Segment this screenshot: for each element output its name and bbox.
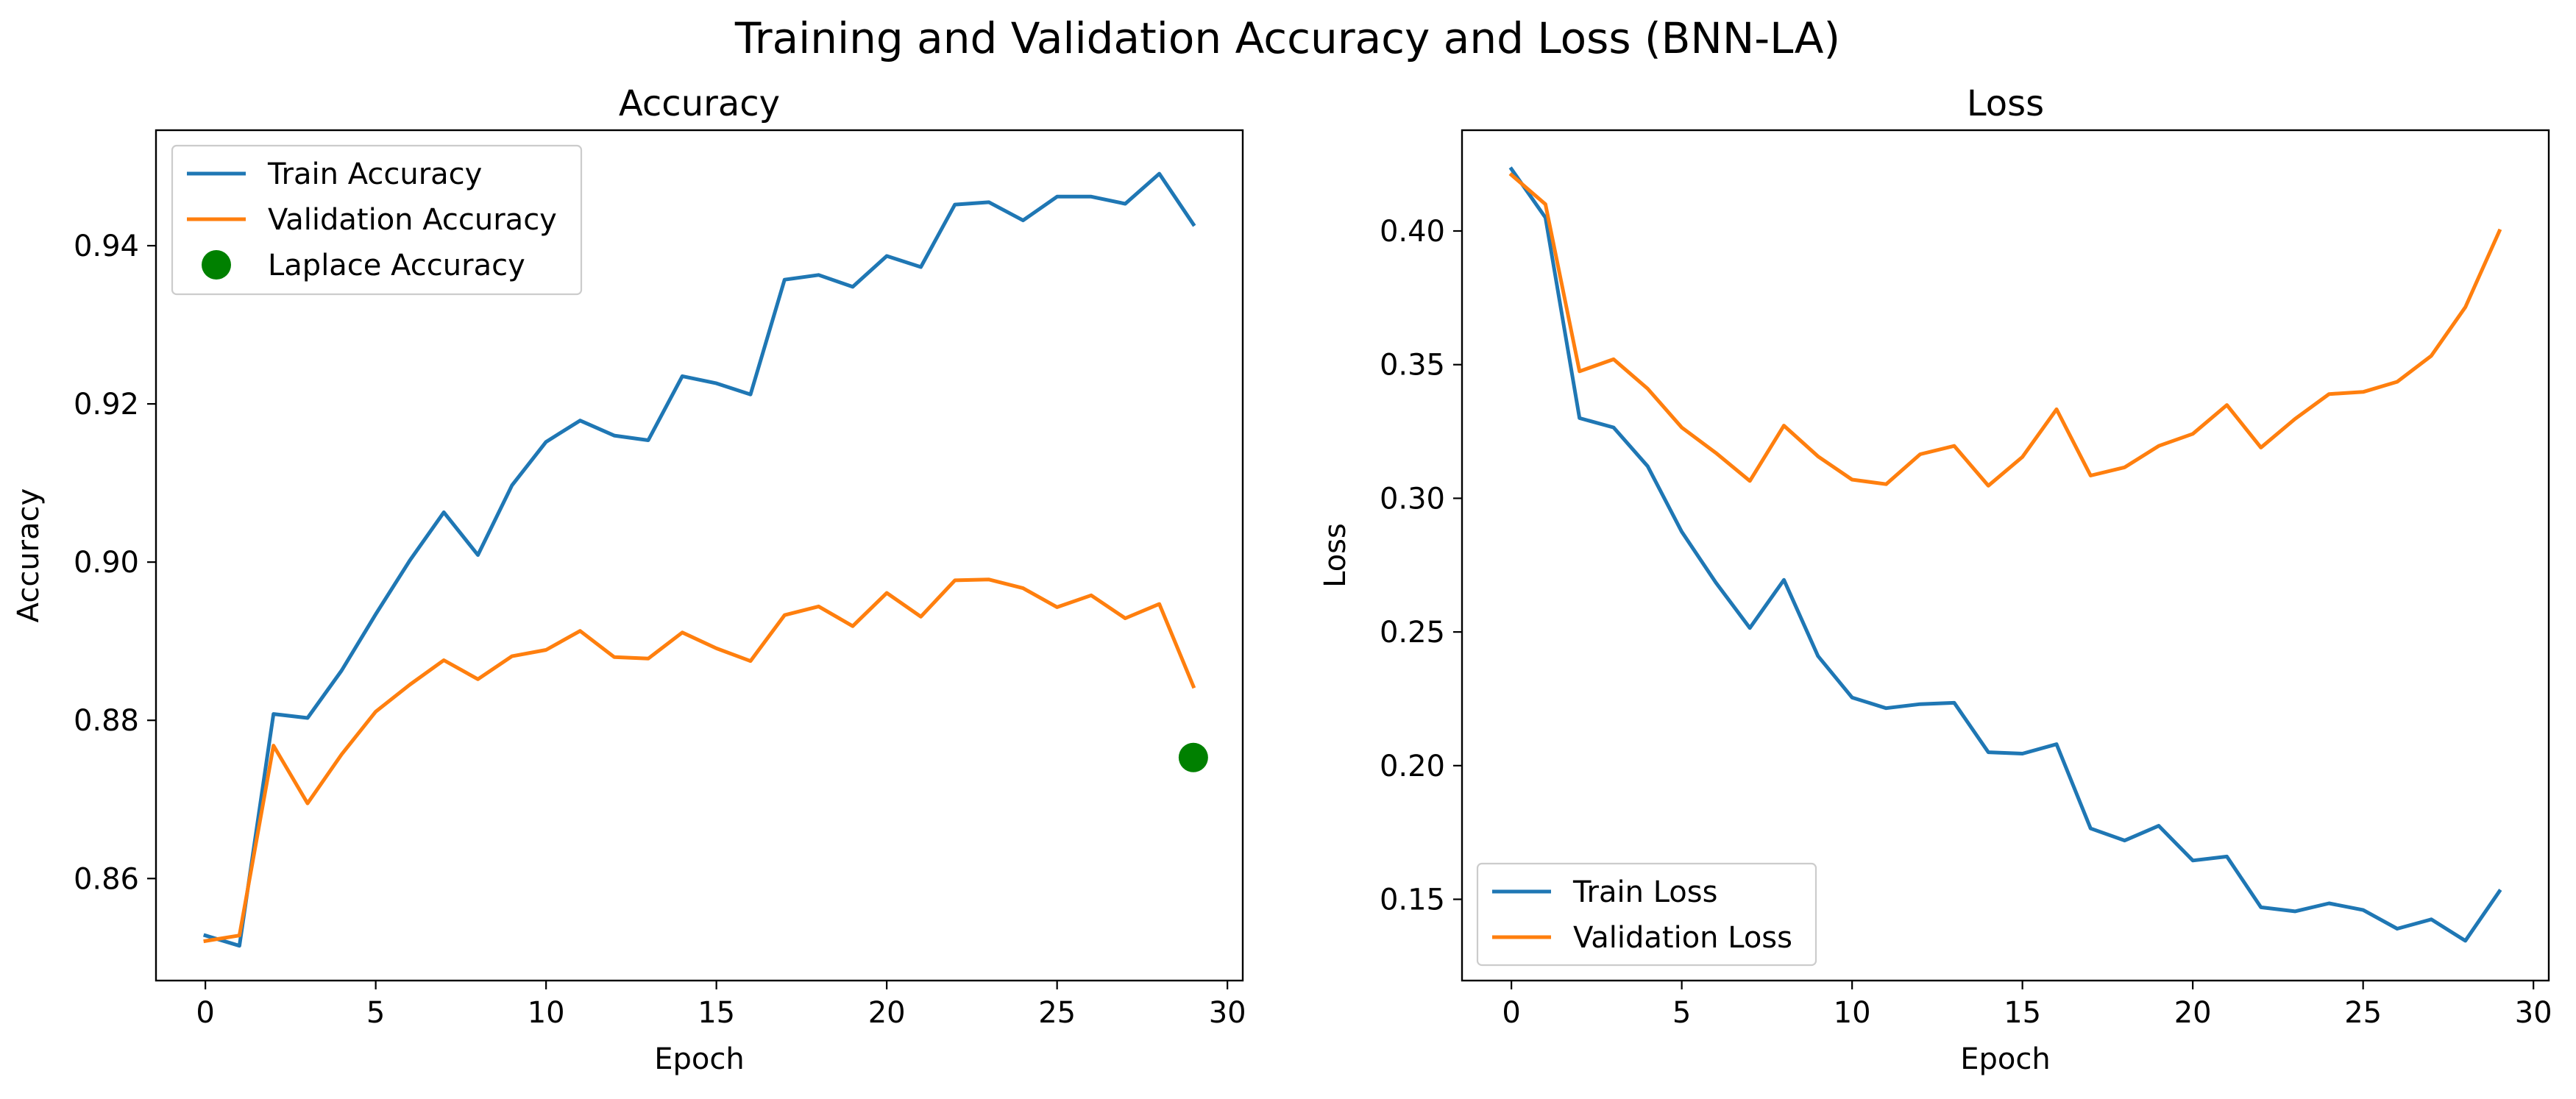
- y-tick-label: 0.25: [1380, 616, 1445, 650]
- y-tick-label: 0.15: [1380, 883, 1445, 917]
- y-tick-label: 0.92: [74, 388, 139, 422]
- x-tick-label: 0: [1502, 996, 1520, 1030]
- plot-frame: [155, 129, 1244, 982]
- chart-title: Accuracy: [619, 83, 780, 124]
- y-tick-label: 0.94: [74, 230, 139, 263]
- x-tick-label: 10: [1834, 996, 1871, 1030]
- x-tick-label: 20: [2174, 996, 2212, 1030]
- x-tick-label: 15: [698, 996, 735, 1030]
- y-tick-label: 0.40: [1380, 215, 1445, 249]
- x-axis-label: Epoch: [654, 1042, 744, 1076]
- legend-label: Validation Loss: [1573, 921, 1792, 955]
- legend-swatch: [202, 250, 231, 280]
- x-axis-label: Epoch: [1960, 1042, 2050, 1076]
- legend-label: Train Loss: [1572, 875, 1717, 909]
- plot-frame: [1461, 129, 2550, 982]
- validation-accuracy-line: [203, 577, 1196, 944]
- x-tick-label: 20: [868, 996, 906, 1030]
- y-tick-label: 0.20: [1380, 750, 1445, 783]
- validation-loss-line: [1508, 172, 2502, 488]
- legend-box: [1476, 862, 1817, 967]
- legend-label: Validation Accuracy: [268, 203, 557, 237]
- y-tick-label: 0.88: [74, 704, 139, 738]
- train-accuracy-line: [202, 171, 1196, 948]
- accuracy-chart: Accuracy Epoch Accuracy 0 5 10 15 20 25 30 0.86 0.8…: [12, 83, 1246, 1076]
- y-tick-label: 0.90: [74, 546, 139, 580]
- legend-label: Laplace Accuracy: [268, 249, 525, 282]
- y-axis-label: Loss: [1319, 523, 1352, 588]
- train-loss-line: [1508, 166, 2502, 943]
- x-tick-label: 30: [1209, 996, 1246, 1030]
- x-tick-label: 25: [2344, 996, 2382, 1030]
- x-tick-label: 10: [528, 996, 565, 1030]
- loss-chart: Loss Epoch Loss 0 5 10 15 20 25 30 0.15 0.20 0.25 0.3…: [1319, 83, 2552, 1076]
- x-tick-label: 15: [2004, 996, 2041, 1030]
- legend-label: Train Accuracy: [267, 157, 482, 191]
- chart-title: Loss: [1967, 83, 2044, 124]
- legend-box: [171, 144, 583, 296]
- x-tick-label: 25: [1038, 996, 1076, 1030]
- x-tick-label: 30: [2515, 996, 2552, 1030]
- x-tick-label: 5: [366, 996, 385, 1030]
- y-tick-label: 0.35: [1380, 349, 1445, 383]
- x-tick-label: 5: [1672, 996, 1691, 1030]
- y-axis-label: Accuracy: [12, 488, 46, 623]
- y-tick-label: 0.86: [74, 862, 139, 896]
- y-tick-label: 0.30: [1380, 482, 1445, 516]
- figure-title: Training and Validation Accuracy and Los…: [734, 13, 1840, 63]
- laplace-accuracy-marker: [1178, 742, 1208, 772]
- x-tick-label: 0: [196, 996, 214, 1030]
